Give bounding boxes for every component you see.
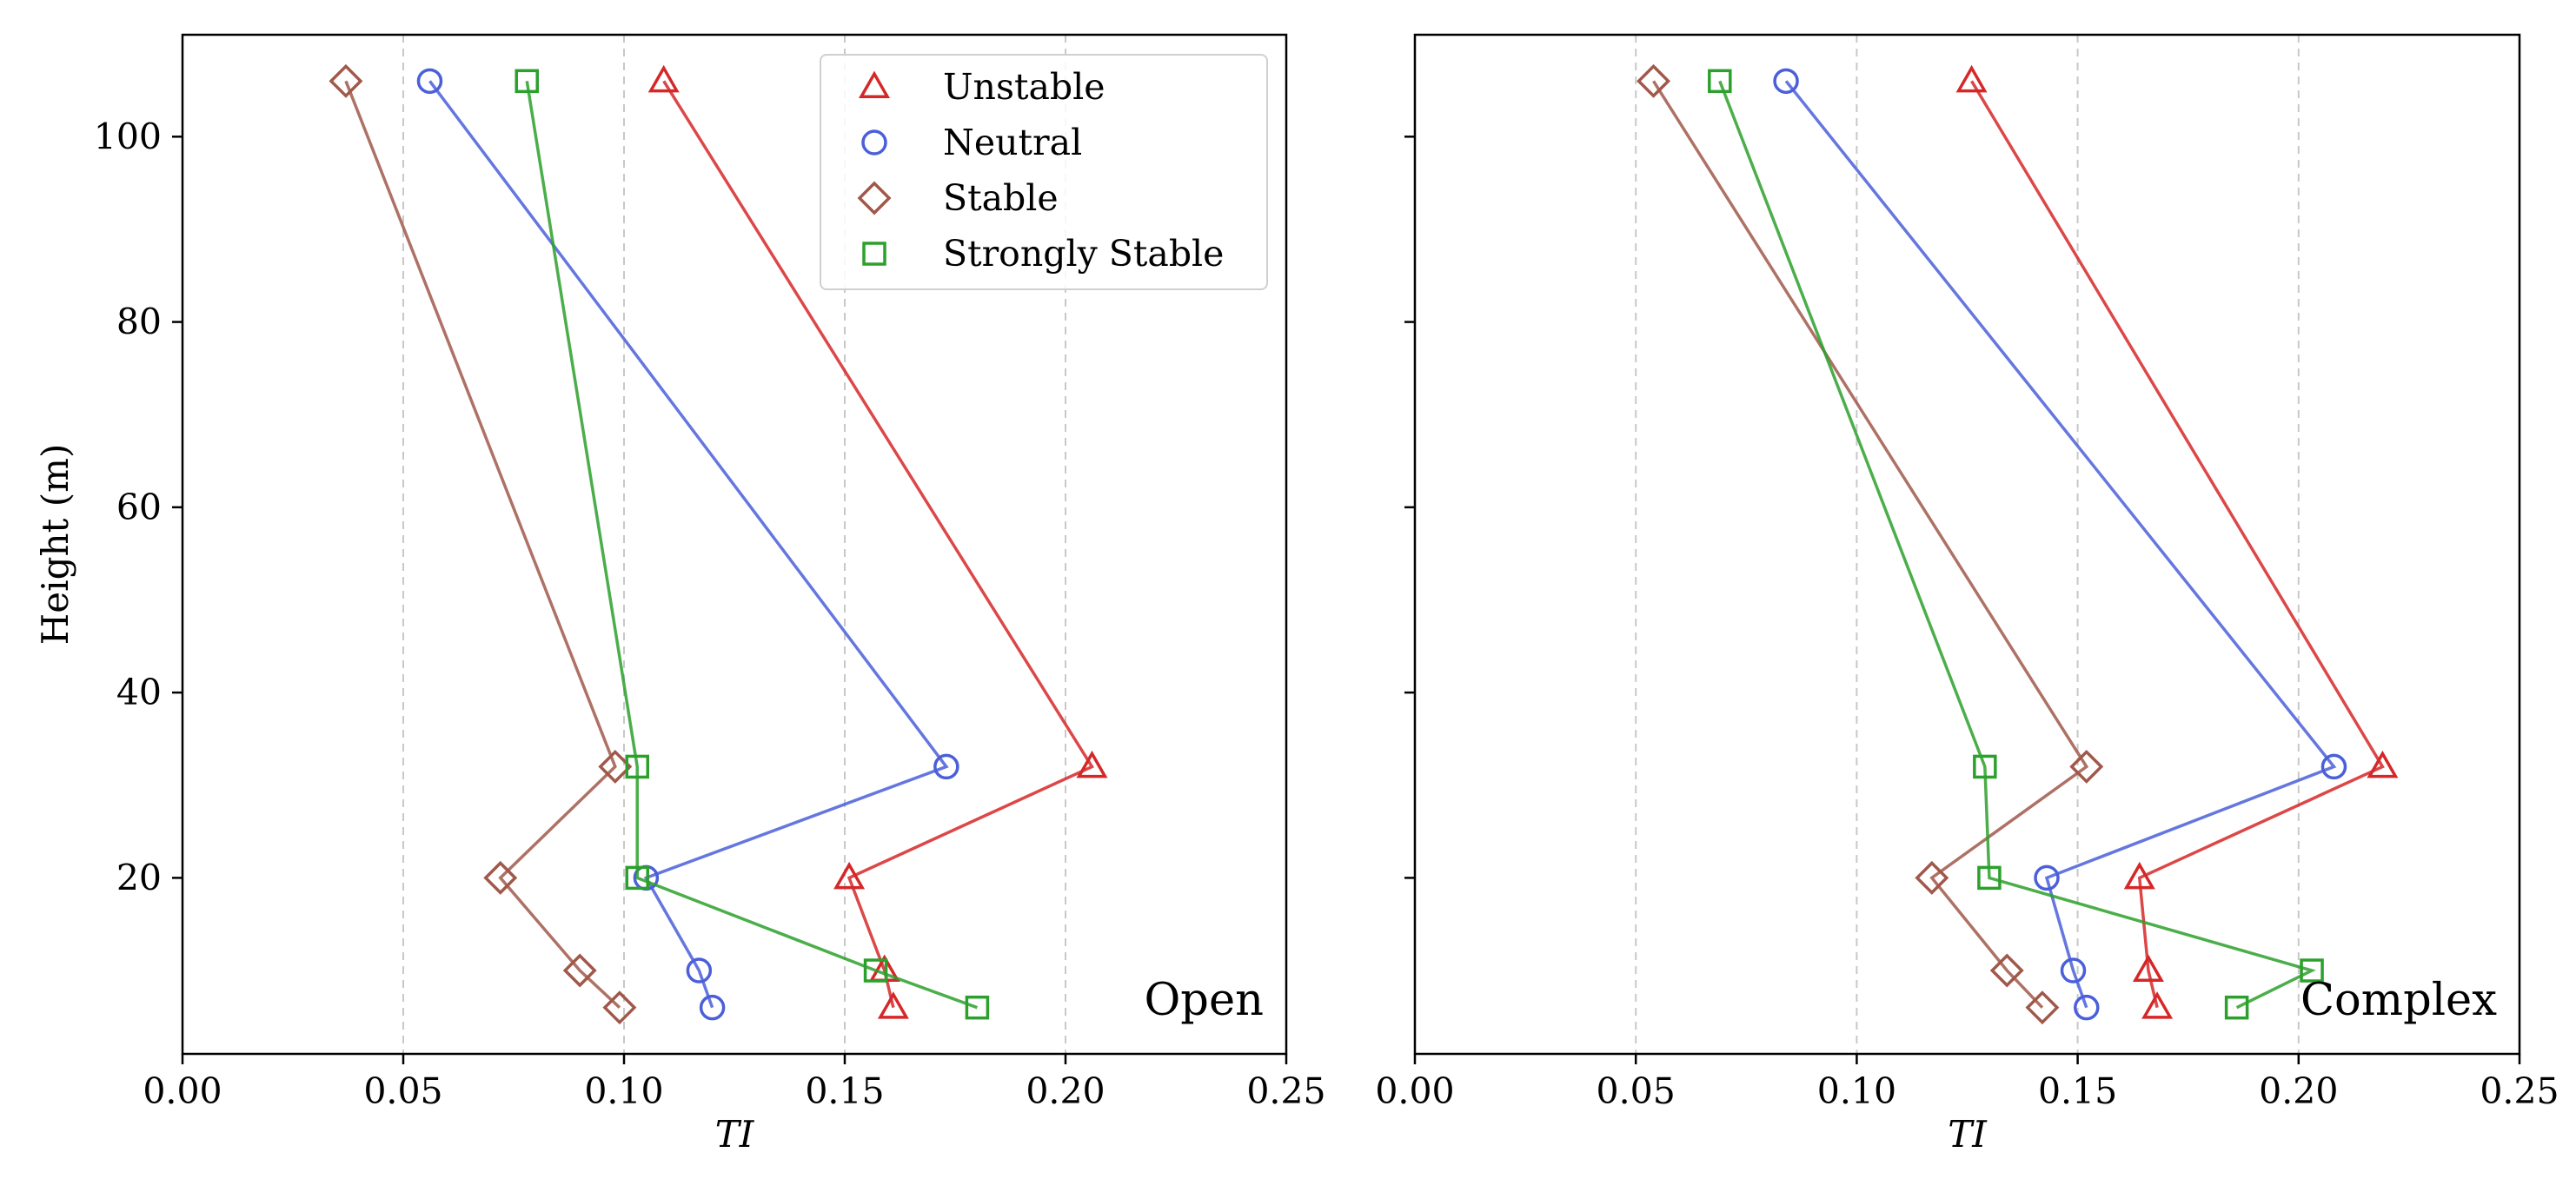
data-point	[483, 860, 518, 895]
series-line	[1718, 80, 2316, 1010]
legend-label: Neutral	[943, 122, 1082, 163]
x-tick-label: 0.05	[1597, 1070, 1676, 1112]
data-point	[1637, 63, 1671, 98]
plot-frame	[1413, 33, 2521, 1056]
y-tick-label: 80	[116, 301, 162, 343]
data-point	[625, 865, 649, 891]
data-point	[1915, 860, 1949, 895]
data-point	[1708, 69, 1732, 94]
legend-marker	[862, 242, 886, 266]
data-point	[602, 990, 637, 1025]
data-point	[2367, 750, 2399, 778]
data-point	[515, 69, 539, 94]
x-axis-label: TI	[715, 1113, 755, 1156]
data-point	[2132, 954, 2164, 983]
data-point	[699, 994, 726, 1021]
x-tick-label: 0.20	[2259, 1070, 2338, 1112]
data-point	[833, 861, 866, 890]
data-point	[562, 953, 597, 988]
data-point	[2300, 958, 2324, 983]
data-point	[933, 753, 959, 780]
series-strongly-stable	[515, 69, 990, 1020]
series-neutral	[416, 68, 959, 1021]
data-point	[2034, 864, 2060, 891]
series-line	[662, 80, 1095, 1009]
panel-label: Open	[1145, 975, 1265, 1026]
legend-marker	[858, 70, 891, 98]
data-point	[965, 995, 990, 1020]
x-tick-label: 0.20	[1026, 1070, 1105, 1112]
data-point	[625, 754, 649, 779]
x-tick-label: 0.10	[584, 1070, 663, 1112]
legend-item: Stable	[857, 177, 1059, 219]
chart-panel-open: 0.00 0.05 0.10 0.15 0.20 0.25 20 40 60 80 100 TI Hei…	[34, 33, 1326, 1156]
series-unstable	[647, 64, 1108, 1019]
y-tick-label: 20	[116, 857, 162, 898]
x-tick-label: 0.15	[805, 1070, 884, 1112]
series-line	[1652, 80, 2089, 1009]
data-point	[2069, 749, 2104, 784]
data-point	[2224, 995, 2249, 1020]
legend-label: Strongly Stable	[943, 233, 1224, 275]
x-tick-label: 0.25	[2480, 1070, 2559, 1112]
series-stable	[1637, 63, 2104, 1025]
x-axis-label: TI	[1948, 1113, 1988, 1156]
data-point	[598, 749, 633, 784]
y-tick-label: 100	[94, 116, 162, 157]
series-strongly-stable	[1708, 69, 2324, 1020]
data-point	[1076, 750, 1108, 778]
legend-marker	[857, 181, 892, 215]
legend-item: Neutral	[861, 122, 1082, 163]
data-point	[1773, 68, 1799, 95]
legend-marker	[861, 129, 887, 156]
series-line	[344, 80, 621, 1009]
series-unstable	[1955, 64, 2399, 1019]
legend-label: Stable	[943, 177, 1059, 219]
series-neutral	[1773, 68, 2347, 1021]
legend-item: Strongly Stable	[862, 233, 1224, 275]
x-tick-label: 0.10	[1817, 1070, 1896, 1112]
data-point	[329, 63, 363, 98]
data-point	[2141, 991, 2174, 1019]
x-tick-label: 0.00	[1375, 1070, 1454, 1112]
data-point	[1977, 865, 2002, 891]
x-tick-label: 0.00	[143, 1070, 222, 1112]
panel-label: Complex	[2300, 975, 2497, 1026]
x-tick-label: 0.25	[1246, 1070, 1325, 1112]
legend-label: Unstable	[943, 66, 1105, 108]
series-line	[525, 81, 979, 1010]
data-point	[1955, 64, 1988, 93]
chart-panel-complex: 0.00 0.05 0.10 0.15 0.20 0.25 TI Complex	[1375, 33, 2559, 1156]
series-line	[428, 80, 949, 1009]
y-tick-label: 60	[116, 487, 162, 528]
data-point	[1989, 953, 2024, 988]
data-point	[877, 991, 909, 1019]
y-axis-label: Height (m)	[34, 444, 76, 646]
legend-box	[820, 54, 1268, 290]
legend-item: Unstable	[858, 66, 1105, 108]
data-point	[2060, 957, 2087, 984]
data-point	[2123, 861, 2155, 890]
series-line	[1970, 80, 2385, 1009]
series-stable	[329, 63, 637, 1025]
x-tick-label: 0.15	[2038, 1070, 2117, 1112]
data-point	[2320, 753, 2347, 780]
data-point	[2074, 994, 2100, 1021]
series-line	[1784, 80, 2337, 1009]
data-point	[416, 68, 443, 95]
data-point	[863, 958, 888, 983]
data-point	[2025, 990, 2060, 1025]
data-point	[686, 957, 713, 984]
legend: Unstable Neutral Stable Strongly Stable	[820, 54, 1268, 290]
plot-frame	[181, 33, 1288, 1056]
x-tick-label: 0.05	[363, 1070, 442, 1112]
data-point	[1973, 754, 1997, 779]
y-tick-label: 40	[116, 672, 162, 713]
data-point	[647, 64, 680, 93]
